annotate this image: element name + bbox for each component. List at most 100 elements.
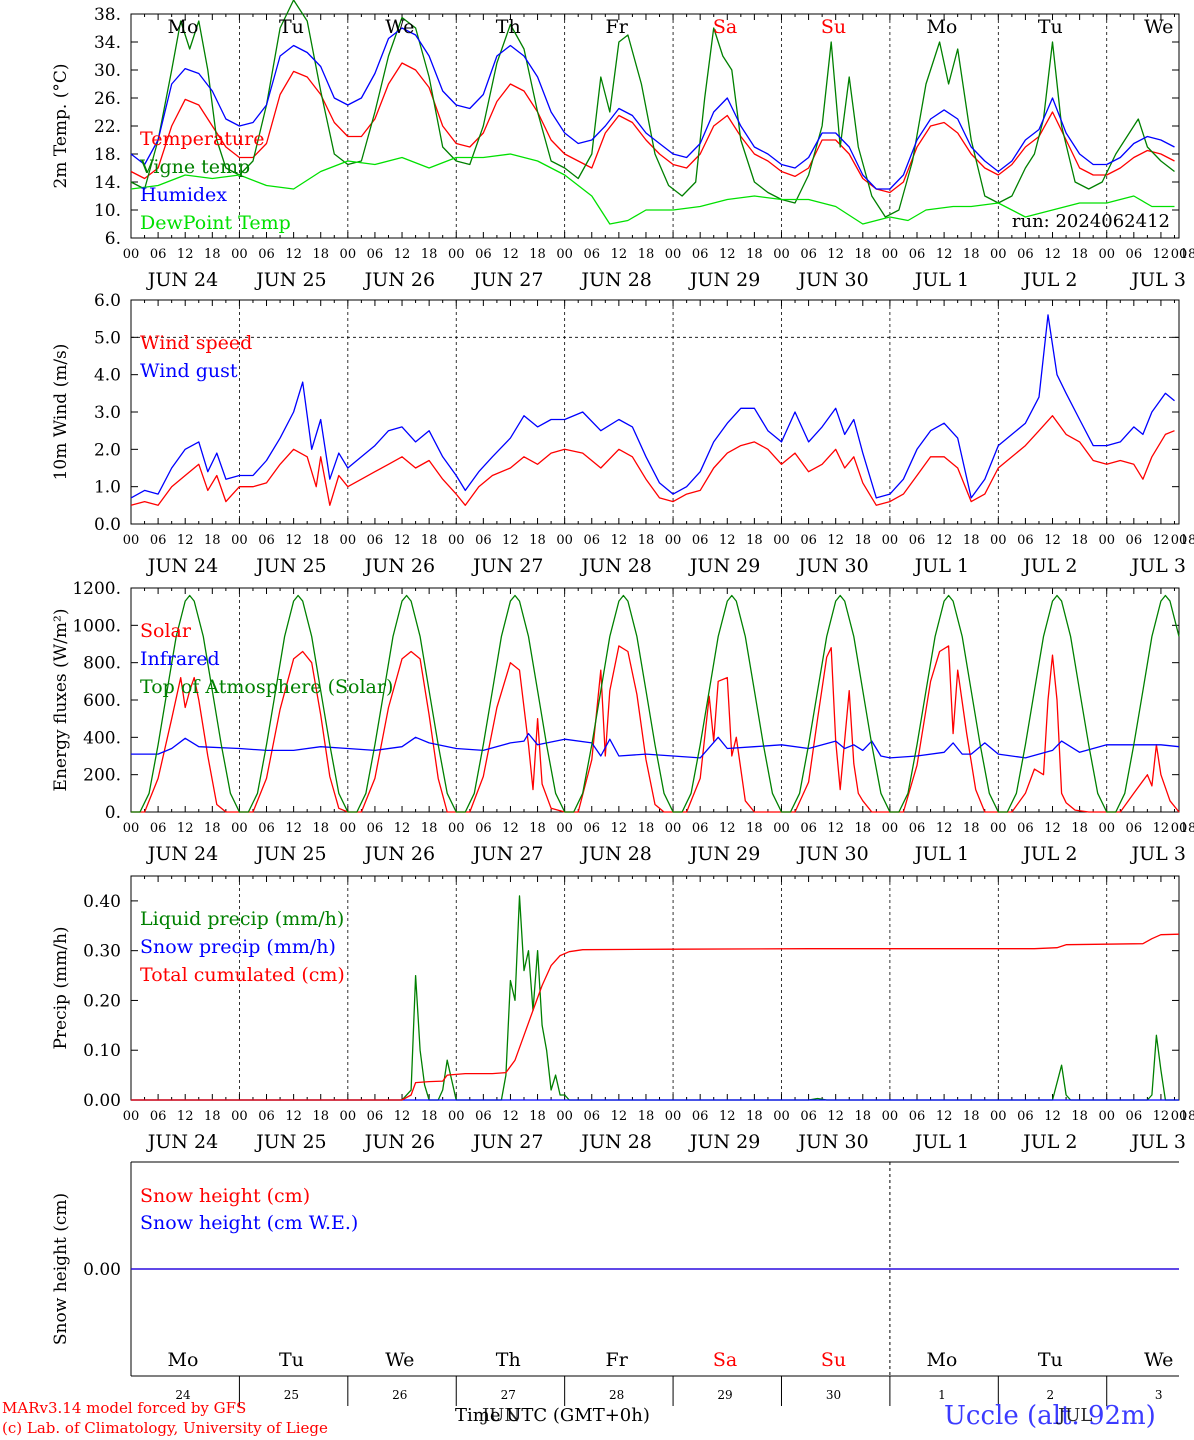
site-label: Uccle (alt. 92m) <box>944 1401 1156 1431</box>
hour-label: 00 <box>665 247 682 262</box>
y-tick-label: 6. <box>105 229 121 249</box>
hour-label: 00 <box>448 1109 465 1124</box>
weekday-label: Mo <box>168 16 199 38</box>
panel-5 <box>130 1161 1179 1406</box>
weekday-label: We <box>385 1349 414 1371</box>
hour-label: 18 <box>638 247 655 262</box>
date-label: JUN 24 <box>146 555 218 577</box>
hour-label: 18 <box>746 1109 763 1124</box>
hour-label: 12 <box>177 247 194 262</box>
hour-label: 12 <box>611 1109 628 1124</box>
hour-label: 06 <box>150 1109 167 1124</box>
legend-entry: Total cumulated (cm) <box>140 964 345 986</box>
hour-label: 00 <box>665 1109 682 1124</box>
hour-label: 12 <box>936 533 953 548</box>
date-label: JUN 26 <box>363 269 435 291</box>
y-tick-label: 34. <box>94 33 121 53</box>
date-label: JUL 3 <box>1130 1131 1186 1153</box>
day-number: 30 <box>826 1388 841 1402</box>
hour-label: 12 <box>502 1109 519 1124</box>
hour-label: 06 <box>150 821 167 836</box>
y-tick-label: 0.00 <box>83 1091 121 1111</box>
hour-label: 00 <box>990 1109 1007 1124</box>
hour-label: 00 <box>340 533 357 548</box>
date-label: JUN 25 <box>254 269 326 291</box>
hour-label: 06 <box>1017 533 1034 548</box>
hour-label: 12 <box>827 533 844 548</box>
legend-entry: Temperature <box>140 128 264 150</box>
series-line-vigne-temp <box>130 0 1175 218</box>
series-line-wind-gust <box>130 314 1175 499</box>
hour-label: 00 <box>556 533 573 548</box>
hour-label: 06 <box>475 1109 492 1124</box>
hour-label: 12 <box>394 821 411 836</box>
hour-label: 06 <box>692 1109 709 1124</box>
hour-label: 00 <box>231 821 248 836</box>
y-axis-label: Energy fluxes (W/m²) <box>51 609 71 792</box>
weekday-label: Sa <box>713 16 737 38</box>
hour-label: 18 <box>204 247 221 262</box>
legend-entry: Wind gust <box>140 360 238 382</box>
day-number: 27 <box>501 1388 516 1402</box>
panel-4 <box>130 875 1180 1101</box>
legend-entry: Humidex <box>140 184 227 206</box>
date-label: JUN 25 <box>254 555 326 577</box>
series-line-humidex <box>130 27 1175 190</box>
hour-label: 12 <box>827 821 844 836</box>
legend-entry: Top of Atmosphere (Solar) <box>140 676 393 698</box>
hour-label: 00 <box>123 533 140 548</box>
weekday-label: Mo <box>168 1349 199 1371</box>
hour-label: 06 <box>150 533 167 548</box>
y-axis-label: Precip (mm/h) <box>51 926 71 1049</box>
date-label: JUL 1 <box>913 269 969 291</box>
date-label: JUN 27 <box>471 555 543 577</box>
hour-label: 06 <box>258 821 275 836</box>
run-label: run: 2024062412 <box>1012 211 1170 232</box>
weekday-label: Tu <box>279 16 304 38</box>
hour-label: 00 <box>231 247 248 262</box>
date-label: JUN 30 <box>796 269 868 291</box>
hour-label: 18 <box>855 533 872 548</box>
hour-label: 00 <box>665 533 682 548</box>
hour-label: 06 <box>800 821 817 836</box>
weekday-label: Mo <box>926 1349 957 1371</box>
hour-label: 06 <box>909 821 926 836</box>
date-label: JUN 28 <box>579 555 651 577</box>
legend-entry: Solar <box>140 620 192 642</box>
hour-label: 00 <box>773 1109 790 1124</box>
date-label: JUL 2 <box>1021 555 1077 577</box>
hour-label: 12 <box>936 247 953 262</box>
y-tick-label: 30. <box>94 61 121 81</box>
date-label: JUN 27 <box>471 269 543 291</box>
hour-label: 18 <box>421 1109 438 1124</box>
hour-label: 18 <box>855 247 872 262</box>
series-line-top-of-atmosphere-solar- <box>131 594 1180 813</box>
y-tick-label: 0.00 <box>83 1260 121 1280</box>
hour-label: 12 <box>1153 533 1170 548</box>
hour-label: 06 <box>583 1109 600 1124</box>
hour-label: 12 <box>936 1109 953 1124</box>
date-label: JUL 3 <box>1130 843 1186 865</box>
hour-label: 18 <box>1180 533 1194 548</box>
hour-label: 00 <box>773 533 790 548</box>
hour-label: 00 <box>231 1109 248 1124</box>
hour-label: 18 <box>1180 821 1194 836</box>
day-number: 2 <box>1046 1388 1054 1402</box>
y-axis-label: 2m Temp. (°C) <box>51 63 71 188</box>
date-label: JUN 27 <box>471 1131 543 1153</box>
hour-label: 00 <box>1098 821 1115 836</box>
weekday-label: We <box>1144 16 1173 38</box>
hour-label: 06 <box>1126 821 1143 836</box>
hour-label: 12 <box>285 821 302 836</box>
hour-label: 12 <box>1044 247 1061 262</box>
panel-frame <box>130 13 1180 239</box>
hour-label: 18 <box>421 247 438 262</box>
day-number: 24 <box>175 1388 191 1402</box>
hour-label: 06 <box>1126 533 1143 548</box>
hour-label: 00 <box>556 1109 573 1124</box>
y-tick-label: 10. <box>94 201 121 221</box>
hour-label: 00 <box>882 247 899 262</box>
hour-label: 06 <box>1017 1109 1034 1124</box>
day-number: 29 <box>717 1388 732 1402</box>
date-label: JUN 28 <box>579 269 651 291</box>
